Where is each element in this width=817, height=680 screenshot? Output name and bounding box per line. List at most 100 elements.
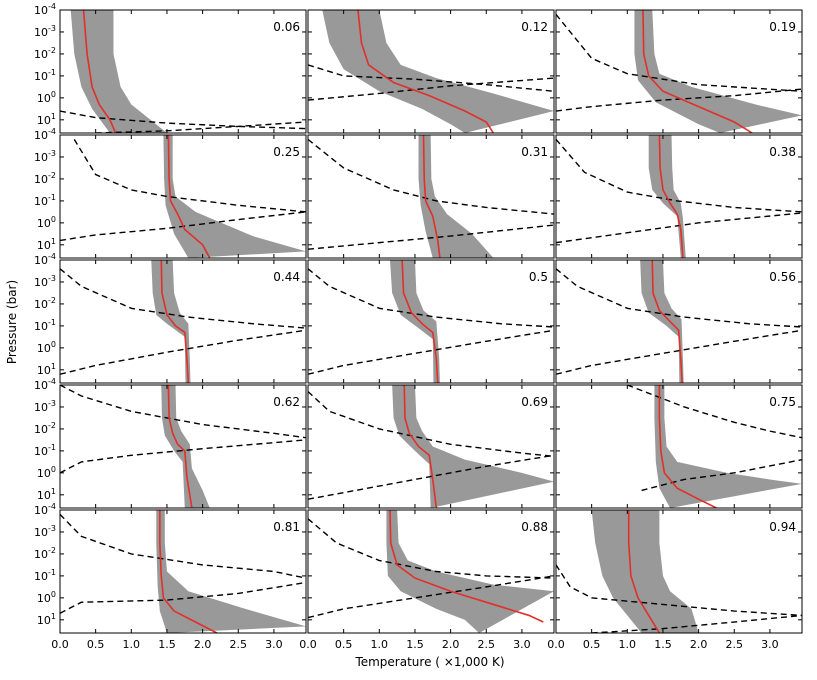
median-profile-line xyxy=(403,385,438,508)
phase-label: 0.75 xyxy=(769,395,796,409)
phase-label: 0.06 xyxy=(273,20,300,34)
x-tick-label: 0.5 xyxy=(583,638,601,651)
contribution-function-line xyxy=(60,385,306,439)
panel-2: 0.19 xyxy=(555,9,803,134)
contribution-function-line xyxy=(60,268,306,329)
y-axis: 10-410-310-210-110010110-410-310-210-110… xyxy=(34,2,56,627)
contribution-function-line xyxy=(556,138,802,213)
phase-label: 0.5 xyxy=(529,270,548,284)
panel-10: 0.69 xyxy=(307,384,555,509)
median-profile-line xyxy=(82,10,117,133)
contribution-function-line xyxy=(641,458,802,492)
panel-12: 0.81 xyxy=(59,509,307,634)
contribution-function-line xyxy=(308,268,554,328)
panel-frame xyxy=(59,384,307,509)
phase-label: 0.88 xyxy=(521,520,548,534)
y-tick-label: 10-4 xyxy=(34,377,56,392)
panel-frame xyxy=(59,509,307,634)
x-tick-label: 3.0 xyxy=(265,638,283,651)
contribution-function-line xyxy=(308,224,554,250)
median-profile-line xyxy=(167,385,193,508)
contribution-function-line xyxy=(308,575,554,619)
y-tick-label: 10-4 xyxy=(34,127,56,142)
panel-frame xyxy=(59,134,307,259)
panel-frame xyxy=(307,134,555,259)
panel-11: 0.75 xyxy=(555,384,803,509)
contribution-function-line xyxy=(308,138,554,215)
uncertainty-band xyxy=(390,260,440,383)
x-tick-label: 1.0 xyxy=(619,638,637,651)
x-tick-label: 0.0 xyxy=(547,638,565,651)
contribution-function-line xyxy=(60,439,306,474)
y-tick-label: 100 xyxy=(37,465,56,480)
contribution-function-line xyxy=(60,110,306,130)
x-tick-label: 1.5 xyxy=(654,638,672,651)
panel-plot-area xyxy=(308,385,554,508)
y-tick-label: 10-1 xyxy=(34,318,56,333)
uncertainty-band xyxy=(654,385,802,508)
panel-grid: 0.06 0.12 0.19 0.25 0.31 0.38 0.44 0.5 0.56 0.62 0… xyxy=(59,9,803,634)
contribution-function-line xyxy=(556,13,802,92)
y-tick-label: 100 xyxy=(37,215,56,230)
uncertainty-band xyxy=(70,10,167,133)
x-tick-label: 2.5 xyxy=(478,638,496,651)
y-tick-label: 10-1 xyxy=(34,568,56,583)
y-tick-label: 10-2 xyxy=(34,421,56,436)
panel-9: 0.62 xyxy=(59,384,307,509)
phase-label: 0.81 xyxy=(273,520,300,534)
panel-frame xyxy=(555,384,803,509)
x-tick-label: 2.0 xyxy=(194,638,212,651)
y-tick-label: 10-1 xyxy=(34,443,56,458)
median-profile-line xyxy=(389,510,544,623)
phase-label: 0.56 xyxy=(769,270,796,284)
phase-label: 0.62 xyxy=(273,395,300,409)
panel-plot-area xyxy=(556,135,802,258)
panel-5: 0.38 xyxy=(555,134,803,259)
contribution-function-line xyxy=(60,581,306,614)
y-tick-label: 10-2 xyxy=(34,296,56,311)
panel-plot-area xyxy=(60,10,306,133)
contribution-function-line xyxy=(60,513,306,579)
uncertainty-band xyxy=(161,385,210,508)
y-tick-label: 10-3 xyxy=(34,24,56,39)
x-tick-label: 1.5 xyxy=(158,638,176,651)
panel-8: 0.56 xyxy=(555,259,803,384)
y-tick-label: 10-3 xyxy=(34,149,56,164)
panel-plot-area xyxy=(556,260,802,383)
panel-frame xyxy=(307,384,555,509)
median-profile-line xyxy=(658,135,684,258)
phase-label: 0.31 xyxy=(521,145,548,159)
phase-label: 0.94 xyxy=(769,520,796,534)
phase-label: 0.12 xyxy=(521,20,548,34)
x-tick-label: 2.0 xyxy=(690,638,708,651)
contribution-function-line xyxy=(556,212,802,244)
contribution-function-line xyxy=(308,454,554,500)
median-profile-line xyxy=(627,510,661,633)
y-tick-label: 10-4 xyxy=(34,252,56,267)
panel-plot-area xyxy=(556,510,802,633)
panel-frame xyxy=(307,259,555,384)
y-tick-label: 10-3 xyxy=(34,524,56,539)
contribution-function-line xyxy=(60,211,306,242)
panel-4: 0.31 xyxy=(307,134,555,259)
panel-6: 0.44 xyxy=(59,259,307,384)
median-profile-line xyxy=(658,385,717,508)
panel-3: 0.25 xyxy=(59,134,307,259)
y-tick-label: 10-1 xyxy=(34,193,56,208)
panel-frame xyxy=(555,9,803,134)
contribution-function-line xyxy=(73,139,306,213)
uncertainty-band xyxy=(386,510,554,633)
x-tick-label: 2.0 xyxy=(442,638,460,651)
median-profile-line xyxy=(651,260,684,383)
y-tick-label: 100 xyxy=(37,590,56,605)
contribution-function-line xyxy=(627,385,802,439)
x-axis-title: Temperature ( ×1,000 K) xyxy=(354,655,504,669)
x-tick-label: 0.0 xyxy=(299,638,317,651)
contribution-function-line xyxy=(308,518,554,579)
y-tick-label: 10-2 xyxy=(34,171,56,186)
phase-label: 0.38 xyxy=(769,145,796,159)
y-tick-label: 10-4 xyxy=(34,502,56,517)
panel-0: 0.06 xyxy=(59,9,307,134)
panel-frame xyxy=(555,509,803,634)
x-tick-label: 3.0 xyxy=(513,638,531,651)
